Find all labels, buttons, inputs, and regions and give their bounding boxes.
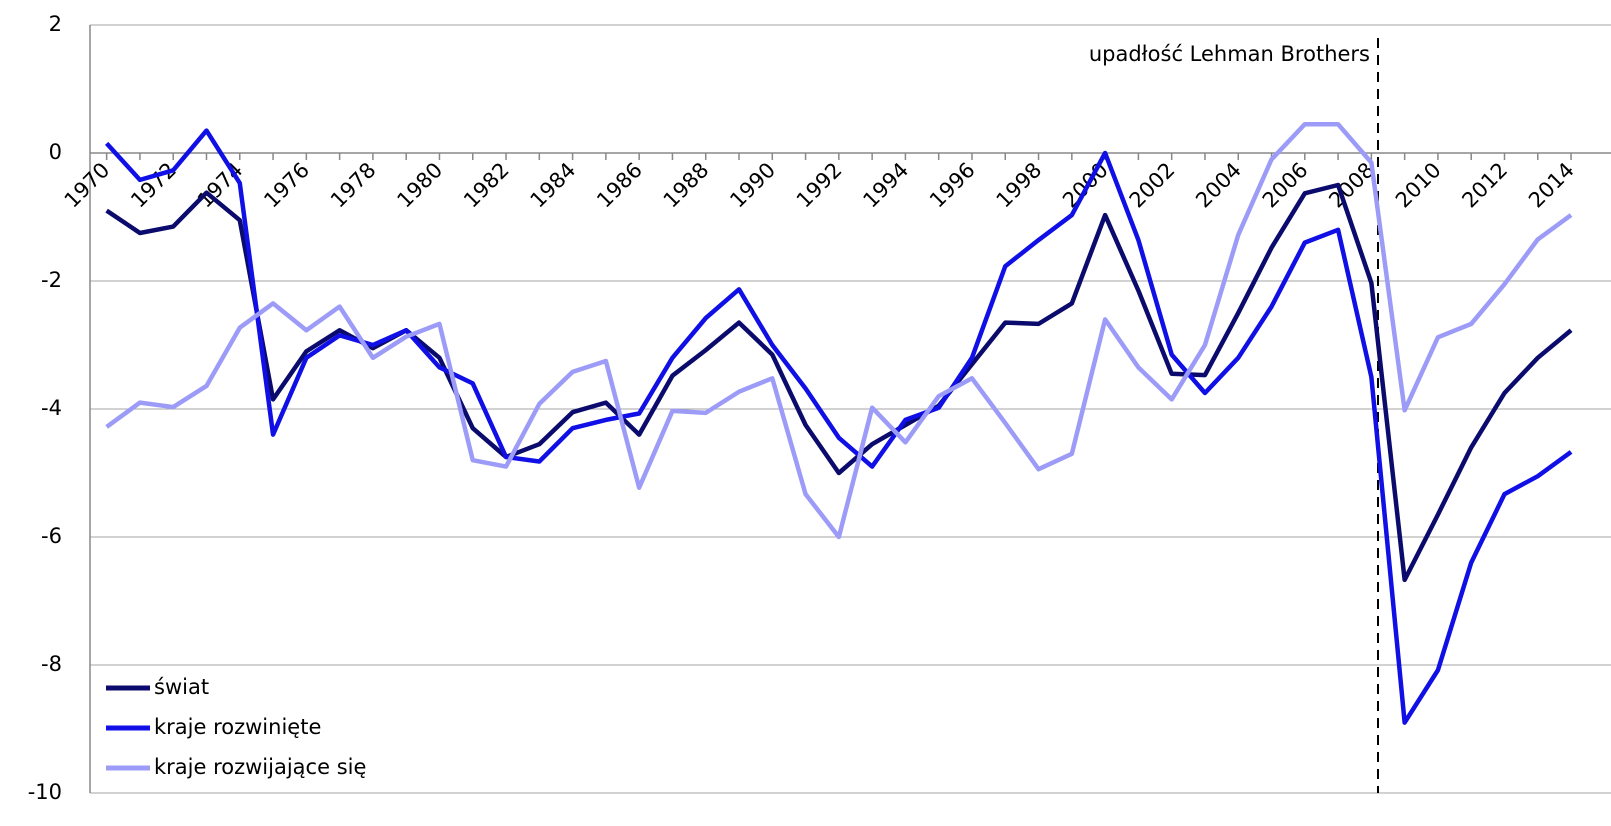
x-tick-label: 1982 bbox=[459, 158, 514, 213]
legend-label: świat bbox=[154, 675, 209, 699]
x-tick-label: 1978 bbox=[326, 158, 381, 213]
legend-label: kraje rozwijające się bbox=[154, 755, 366, 779]
y-tick-label: -6 bbox=[41, 524, 62, 548]
x-tick-label: 1986 bbox=[592, 158, 647, 213]
y-tick-label: -2 bbox=[41, 268, 62, 292]
y-tick-label: -10 bbox=[28, 780, 62, 804]
x-tick-label: 1984 bbox=[526, 158, 581, 213]
y-tick-label: 2 bbox=[49, 12, 62, 36]
x-tick-label: 2010 bbox=[1391, 158, 1446, 213]
x-tick-label: 1996 bbox=[925, 158, 980, 213]
x-tick-label: 1992 bbox=[792, 158, 847, 213]
x-tick-label: 1972 bbox=[126, 158, 181, 213]
x-tick-label: 1988 bbox=[659, 158, 714, 213]
x-tick-label: 2002 bbox=[1125, 158, 1180, 213]
grid bbox=[89, 24, 1611, 794]
x-tick-label: 2014 bbox=[1524, 158, 1579, 213]
x-tick-label: 1980 bbox=[392, 158, 447, 213]
x-tick-label: 2012 bbox=[1458, 158, 1513, 213]
y-tick-label: -8 bbox=[41, 652, 62, 676]
x-tick-label: 2004 bbox=[1191, 158, 1246, 213]
annotation: upadłość Lehman Brothers bbox=[1089, 42, 1370, 66]
legend-label: kraje rozwinięte bbox=[154, 715, 321, 739]
x-tick-label: 1970 bbox=[60, 158, 115, 213]
y-tick-label: 0 bbox=[49, 140, 62, 164]
x-tick-label: 1976 bbox=[259, 158, 314, 213]
x-tick-label: 1990 bbox=[725, 158, 780, 213]
series-line bbox=[105, 121, 1573, 540]
y-tick-label: -4 bbox=[41, 396, 62, 420]
series-line bbox=[105, 182, 1573, 583]
x-tick-label: 1994 bbox=[858, 158, 913, 213]
x-tick-label: 2006 bbox=[1258, 158, 1313, 213]
series-line bbox=[104, 128, 1573, 725]
x-tick-label: 1998 bbox=[992, 158, 1047, 213]
